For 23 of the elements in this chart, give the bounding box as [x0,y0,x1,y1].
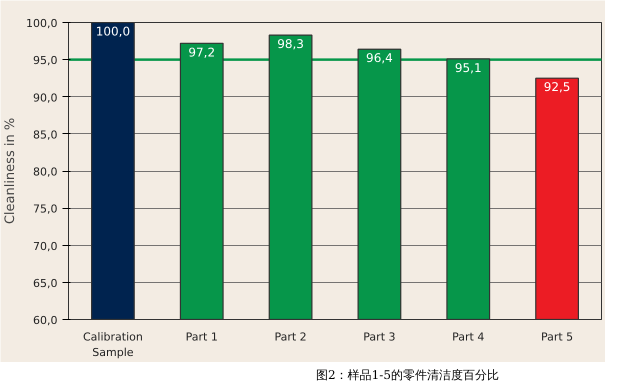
y-tick-label: 90,0 [33,91,58,104]
data-label: 98,3 [277,37,304,52]
x-tick-label: Part 4 [452,330,484,344]
x-tick-label: Part 2 [274,330,307,344]
x-tick-label: Part 3 [363,330,396,344]
x-tick-label: Part 5 [540,330,574,344]
y-tick-label: 70,0 [33,240,58,253]
data-label: 100,0 [96,24,130,38]
x-tick-label: Calibration Sample [82,330,143,360]
data-label: 96,4 [366,51,393,66]
data-label: 92,5 [544,80,570,94]
caption: 图2：样品1-5的零件清洁度百分比 [316,367,499,384]
data-label: 97,2 [188,45,216,60]
y-tick-label: 100,0 [26,17,58,30]
y-tick-label: 65,0 [33,276,58,290]
y-tick-label: 85,0 [33,128,58,142]
y-tick-label: 60,0 [33,314,58,327]
x-tick-label: Part 1 [186,330,218,344]
y-tick-label: 95,0 [33,54,58,68]
y-tick-label: 75,0 [33,202,58,216]
y-axis-title: Cleanliness in % [3,118,18,224]
data-label: 95,1 [454,60,482,75]
y-tick-label: 80,0 [33,166,58,178]
